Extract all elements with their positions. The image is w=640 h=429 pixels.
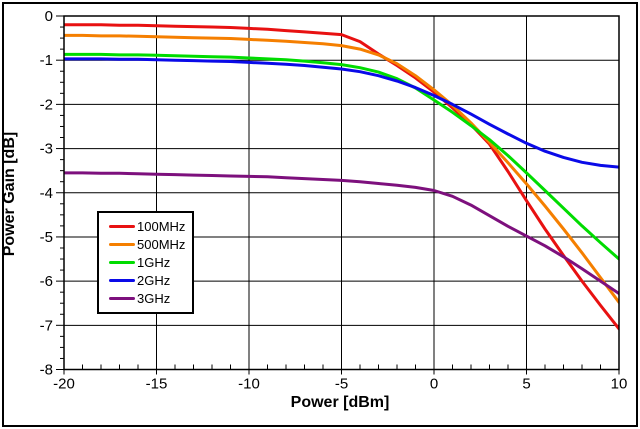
legend-line-swatch-icon — [109, 279, 135, 282]
legend-item-100mhz: 100MHz — [109, 220, 188, 233]
y-tick-label: -2 — [40, 96, 53, 113]
legend-line-swatch-icon — [109, 297, 135, 300]
legend-item-3ghz: 3GHz — [109, 292, 188, 305]
x-axis-title: Power [dBm] — [290, 394, 390, 411]
y-tick-label: -4 — [40, 185, 53, 202]
legend-label: 500MHz — [137, 237, 186, 252]
legend-label: 1GHz — [137, 255, 171, 270]
y-tick-label: -3 — [40, 141, 53, 158]
legend-line-swatch-icon — [109, 243, 135, 246]
y-tick-label: 0 — [45, 8, 53, 25]
x-tick-label: 0 — [430, 376, 438, 393]
x-tick-label: -15 — [146, 376, 168, 393]
y-tick-label: -7 — [40, 317, 53, 334]
plot-border — [63, 15, 620, 371]
y-tick-label: -5 — [40, 229, 53, 246]
legend-line-swatch-icon — [109, 225, 135, 228]
x-tick-label: -5 — [335, 376, 348, 393]
series-line-500mhz — [64, 33, 619, 304]
legend: 100MHz 500MHz 1GHz 2GHz 3GHz — [97, 211, 194, 314]
legend-item-1ghz: 1GHz — [109, 256, 188, 269]
legend-label: 2GHz — [137, 273, 171, 288]
y-tick-label: -6 — [40, 273, 53, 290]
series-line-100mhz — [64, 23, 619, 331]
legend-item-500mhz: 500MHz — [109, 238, 188, 251]
series-line-3ghz — [64, 171, 619, 295]
series-line-2ghz — [64, 57, 619, 169]
legend-label: 100MHz — [137, 219, 186, 234]
legend-item-2ghz: 2GHz — [109, 274, 188, 287]
y-tick-label: -8 — [40, 362, 53, 379]
x-tick-label: 5 — [522, 376, 530, 393]
legend-line-swatch-icon — [109, 261, 135, 264]
series-line-1ghz — [64, 52, 619, 261]
x-tick-label: 10 — [611, 376, 628, 393]
x-tick-label: -20 — [53, 376, 75, 393]
legend-label: 3GHz — [137, 291, 171, 306]
y-axis-title: Power Gain [dB] — [1, 131, 18, 257]
x-tick-label: -10 — [238, 376, 260, 393]
y-tick-label: -1 — [40, 52, 53, 69]
